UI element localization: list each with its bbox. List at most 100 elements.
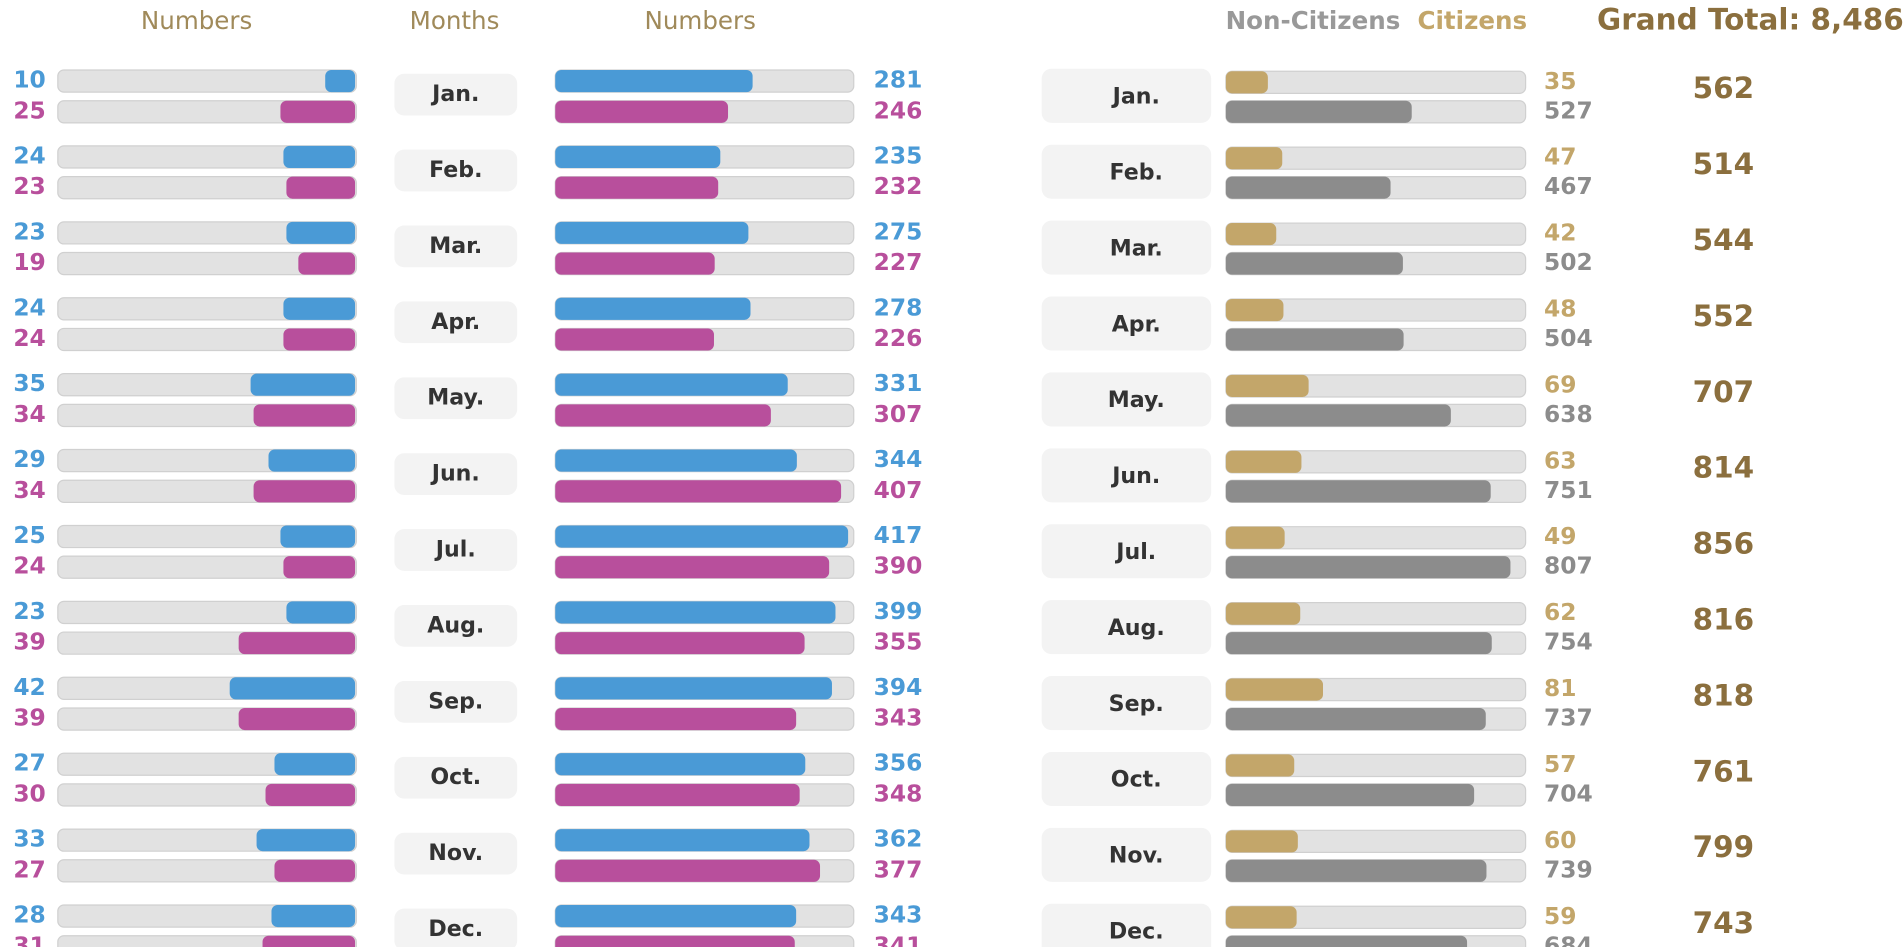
bar — [283, 145, 356, 169]
bar — [555, 707, 797, 731]
value-label: 704 — [1544, 779, 1593, 807]
bar — [1225, 754, 1295, 777]
month-box — [394, 605, 518, 647]
value-label: 35 — [13, 369, 45, 397]
value-label: 42 — [1544, 219, 1576, 247]
month-label: Jan. — [1111, 84, 1160, 110]
bar — [238, 707, 356, 731]
track — [57, 555, 357, 579]
bar — [280, 525, 356, 548]
value-label: 25 — [13, 521, 45, 549]
value-label: 467 — [1544, 172, 1593, 200]
total-label: 552 — [1693, 299, 1755, 333]
value-label: 24 — [13, 141, 45, 169]
value-label: 394 — [874, 673, 923, 701]
value-label: 807 — [1544, 552, 1593, 580]
bar — [1225, 632, 1492, 655]
month-label: Jan. — [430, 81, 479, 107]
month-label: Nov. — [1109, 843, 1164, 869]
month-box — [394, 908, 518, 947]
value-label: 751 — [1544, 476, 1593, 504]
value-label: 399 — [874, 597, 923, 625]
month-label: Apr. — [1112, 311, 1161, 337]
track — [1225, 146, 1527, 170]
value-label: 33 — [13, 825, 45, 853]
month-box — [1041, 903, 1212, 947]
value-label: 47 — [1544, 143, 1576, 171]
bar — [280, 100, 356, 123]
value-label: 407 — [874, 476, 923, 504]
month-box — [394, 756, 518, 799]
bar — [286, 221, 356, 244]
month-label: Feb. — [1110, 159, 1163, 185]
bar — [555, 480, 842, 503]
bar — [555, 829, 810, 852]
total-label: 562 — [1693, 71, 1755, 105]
bar — [1225, 526, 1285, 549]
bar — [265, 783, 356, 806]
month-box — [1041, 600, 1212, 655]
total-label: 818 — [1693, 678, 1755, 712]
bar — [274, 753, 356, 776]
bar — [1225, 556, 1511, 579]
bar — [1225, 176, 1391, 199]
value-label: 69 — [1544, 370, 1576, 398]
track — [57, 176, 357, 200]
track — [1225, 298, 1527, 322]
value-label: 331 — [874, 369, 923, 397]
bar — [250, 373, 356, 396]
month-box — [1041, 372, 1212, 427]
total-label: 707 — [1693, 375, 1755, 409]
bar — [555, 100, 729, 123]
bar — [555, 145, 721, 169]
track — [57, 69, 357, 93]
value-label: 638 — [1544, 400, 1593, 428]
month-box — [1041, 144, 1212, 199]
value-label: 42 — [13, 673, 45, 701]
total-label: 743 — [1693, 906, 1755, 940]
bar — [555, 632, 805, 655]
month-label: Sep. — [1109, 691, 1164, 717]
bar — [555, 677, 832, 700]
value-label: 25 — [13, 96, 45, 124]
total-label: 856 — [1693, 527, 1755, 561]
track — [57, 251, 357, 276]
month-label: Oct. — [430, 764, 481, 790]
month-label: Nov. — [428, 840, 483, 866]
value-label: 684 — [1544, 931, 1593, 947]
month-label: Dec. — [428, 916, 483, 942]
bar — [1225, 450, 1302, 473]
month-box — [1041, 220, 1212, 275]
bar — [555, 176, 719, 199]
value-label: 235 — [874, 141, 923, 169]
month-box — [1041, 751, 1212, 806]
value-label: 281 — [874, 66, 923, 94]
bar — [1225, 298, 1284, 322]
track — [57, 600, 357, 625]
bar — [1225, 223, 1277, 246]
value-label: 390 — [874, 552, 923, 580]
bar — [555, 252, 715, 275]
left-header: Numbers — [141, 6, 252, 35]
bar — [274, 859, 356, 882]
month-box — [394, 832, 518, 875]
month-label: Dec. — [1109, 919, 1164, 945]
bar — [555, 601, 836, 624]
value-label: 24 — [13, 293, 45, 321]
value-label: 275 — [874, 217, 923, 245]
track — [1225, 526, 1527, 550]
value-label: 307 — [874, 400, 923, 428]
months-header: Months — [410, 6, 500, 35]
value-label: 341 — [874, 931, 923, 947]
value-label: 19 — [13, 248, 45, 276]
value-label: 34 — [13, 400, 45, 428]
month-label: Sep. — [428, 688, 483, 714]
month-label: Mar. — [429, 233, 482, 259]
bar — [1225, 480, 1491, 503]
bar — [1225, 252, 1403, 275]
bar — [555, 449, 797, 472]
bar — [555, 297, 751, 320]
bar — [555, 328, 714, 351]
month-label: Aug. — [1108, 615, 1165, 641]
value-label: 737 — [1544, 704, 1593, 732]
